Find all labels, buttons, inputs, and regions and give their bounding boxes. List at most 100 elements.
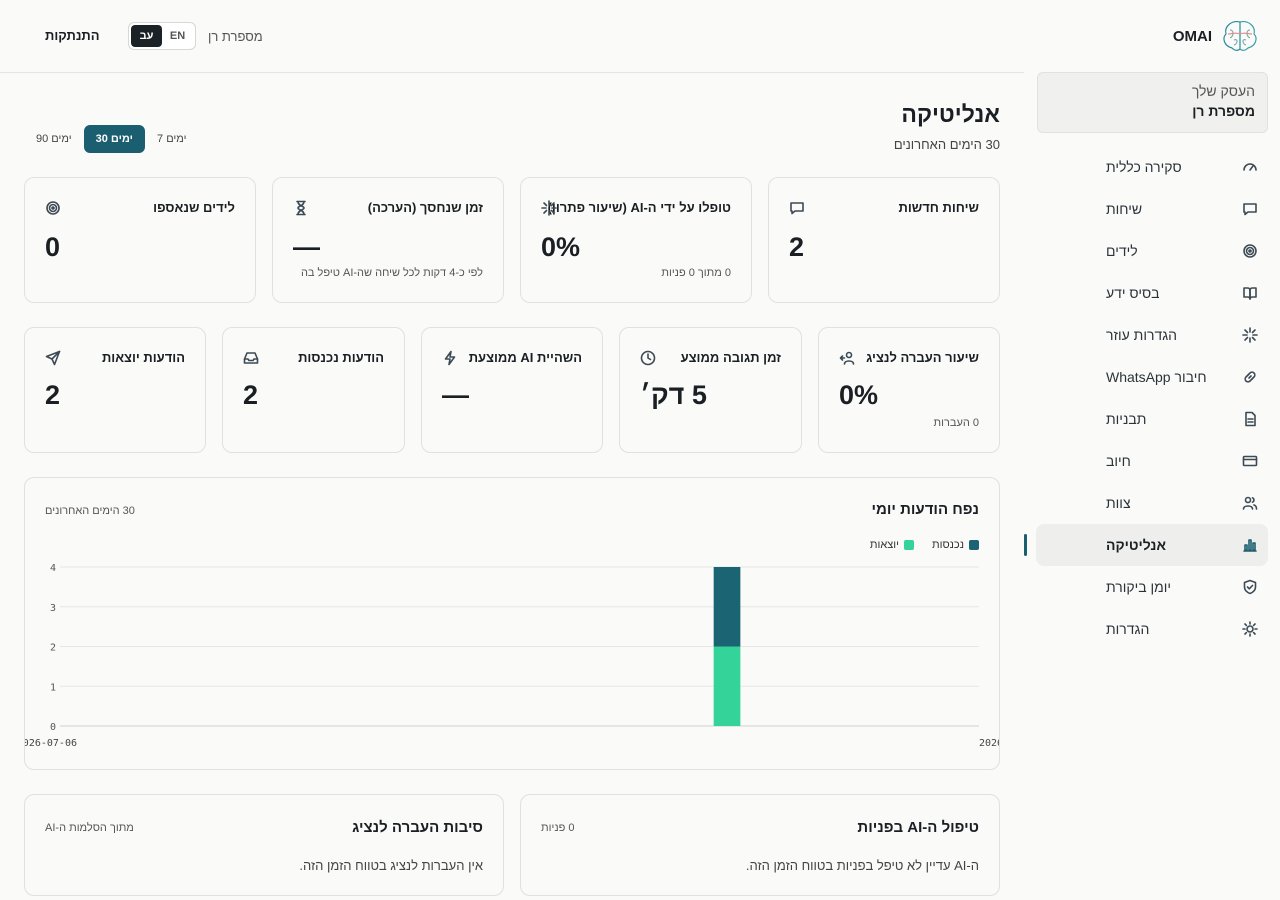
brain-logo-icon [1223,21,1257,51]
daily-message-volume-chart: נפח הודעות יומי 30 הימים האחרונים נכנסות… [24,477,1000,770]
y-tick-label: 2 [50,643,56,654]
chat-icon [789,200,805,216]
sidebar-item-overview[interactable]: סקירה כללית [1036,146,1268,188]
handoff-reasons-aside: מתוך הסלמות ה-AI [45,822,134,834]
x-tick-label: 2026-08-05 [979,738,999,749]
inbox-icon [243,350,259,366]
sidebar-item-analytics[interactable]: אנליטיקה [1024,524,1268,566]
chart-legend: נכנסות יוצאות [870,539,979,551]
stat-card-handoff-rate: שיעור העברה לנציג 0% 0 העברות [818,327,1000,453]
hourglass-icon [293,200,309,216]
sidebar-item-label: תבניות [1106,411,1147,427]
logout-button[interactable]: התנתקות [45,28,100,43]
legend-outbound-label: יוצאות [869,539,899,551]
target-icon [45,200,61,216]
chart-subtitle: 30 הימים האחרונים [45,505,135,517]
range-30-days[interactable]: 30 ימים [83,125,145,153]
ai-handling-title: טיפול ה-AI בפניות [857,819,979,836]
language-toggle[interactable]: עב EN [128,22,196,50]
stat-title: שיעור העברה לנציג [866,350,979,365]
topbar: מספרת רן עב EN התנתקות [0,0,1024,73]
sidebar-item-label: יומן ביקורת [1106,579,1172,595]
brand-name: OMAI [1172,27,1212,45]
sidebar: OMAI העסק שלך מספרת רן סקירה כללית שיחות… [1024,0,1280,900]
sidebar-item-conversations[interactable]: שיחות [1036,188,1268,230]
page-title: אנליטיקה [901,101,1000,127]
file-icon [1242,411,1258,427]
link-icon [1242,369,1258,385]
stat-card-ai-resolution: טופלו על ידי ה-AI (שיעור פתרון) 0% 0 מתו… [520,177,752,303]
stat-value: 0% [839,380,879,410]
business-name: מספרת רן [1192,103,1255,119]
sidebar-item-audit-log[interactable]: יומן ביקורת [1036,566,1268,608]
stat-value: — [293,232,320,262]
sidebar-item-label: חיבור WhatsApp [1106,369,1207,385]
range-90-days[interactable]: 90 ימים [36,133,72,145]
stat-title: הודעות נכנסות [298,350,384,365]
sparkle-icon [1242,327,1258,343]
sidebar-item-billing[interactable]: חיוב [1036,440,1268,482]
stat-title: שיחות חדשות [898,200,980,215]
date-range-selector: 7 ימים 30 ימים 90 ימים [24,125,198,153]
target-icon [1242,243,1258,259]
stat-card-avg-ai-latency: השהיית AI ממוצעת — [421,327,603,453]
stat-value: 2 [45,380,61,410]
brand[interactable]: OMAI [1173,18,1260,54]
legend-inbound-swatch [969,540,979,550]
stat-value: 2 [243,380,259,410]
send-icon [45,350,61,366]
stat-value: 0 [45,232,61,262]
range-7-days[interactable]: 7 ימים [157,133,187,145]
stat-title: זמן שנחסך (הערכה) [367,200,483,215]
sparkle-icon [541,200,557,216]
lang-en-button[interactable]: EN [169,30,186,42]
stat-card-inbound-messages: הודעות נכנסות 2 [222,327,405,453]
stat-note: 0 העברות [933,417,979,429]
bar-chart-icon [1242,537,1258,553]
stat-card-time-saved: זמן שנחסך (הערכה) — לפי כ-4 דקות לכל שיח… [272,177,504,303]
stat-value: — [442,380,469,410]
stat-value: 0% [541,232,581,262]
y-tick-label: 3 [50,603,56,614]
sidebar-item-settings[interactable]: הגדרות [1036,608,1268,650]
y-tick-label: 1 [50,682,56,693]
sidebar-item-assistant-settings[interactable]: הגדרות עוזר [1036,314,1268,356]
chart-title: נפח הודעות יומי [871,501,979,518]
bolt-icon [442,350,458,366]
ai-handling-card: טיפול ה-AI בפניות 0 פניות ה-AI עדיין לא … [520,794,1000,896]
sidebar-item-team[interactable]: צוות [1036,482,1268,524]
sidebar-item-whatsapp[interactable]: חיבור WhatsApp [1036,356,1268,398]
page-subtitle: 30 הימים האחרונים [893,137,1000,152]
sidebar-item-label: אנליטיקה [1106,537,1167,553]
legend-inbound-label: נכנסות [931,539,964,551]
stat-card-leads-collected: לידים שנאספו 0 [24,177,256,303]
sidebar-item-label: חיוב [1106,453,1131,469]
sidebar-item-knowledge-base[interactable]: בסיס ידע [1036,272,1268,314]
sidebar-item-label: שיחות [1106,201,1143,217]
stat-title: השהיית AI ממוצעת [468,350,582,365]
legend-inbound: נכנסות [932,539,979,551]
clock-icon [640,350,656,366]
y-tick-label: 0 [50,722,56,733]
shield-check-icon [1242,579,1258,595]
sidebar-item-label: סקירה כללית [1106,159,1182,175]
legend-outbound-swatch [903,540,914,550]
legend-outbound: יוצאות [870,539,914,551]
sidebar-item-label: צוות [1106,495,1131,511]
book-icon [1242,285,1258,301]
sidebar-item-templates[interactable]: תבניות [1036,398,1268,440]
lang-he-button[interactable]: עב [131,25,162,47]
gauge-icon [1242,159,1258,175]
y-tick-label: 4 [50,563,56,574]
business-card[interactable]: העסק שלך מספרת רן [1037,72,1268,133]
handoff-reasons-card: סיבות העברה לנציג מתוך הסלמות ה-AI אין ה… [24,794,504,896]
business-label: העסק שלך [1191,83,1255,99]
x-tick-label: 2026-07-06 [25,738,77,749]
handoff-reasons-empty-text: אין העברות לנציג בטווח הזמן הזה. [299,858,483,873]
chart-plot: 0 1 2 3 4 2026-07-06 2026-08-05 [25,563,999,749]
stat-title: הודעות יוצאות [101,350,185,365]
stat-card-outbound-messages: הודעות יוצאות 2 [24,327,206,453]
stat-card-avg-response-time: זמן תגובה ממוצע 5 דק׳ [619,327,802,453]
users-icon [1242,495,1258,511]
sidebar-item-leads[interactable]: לידים [1036,230,1268,272]
